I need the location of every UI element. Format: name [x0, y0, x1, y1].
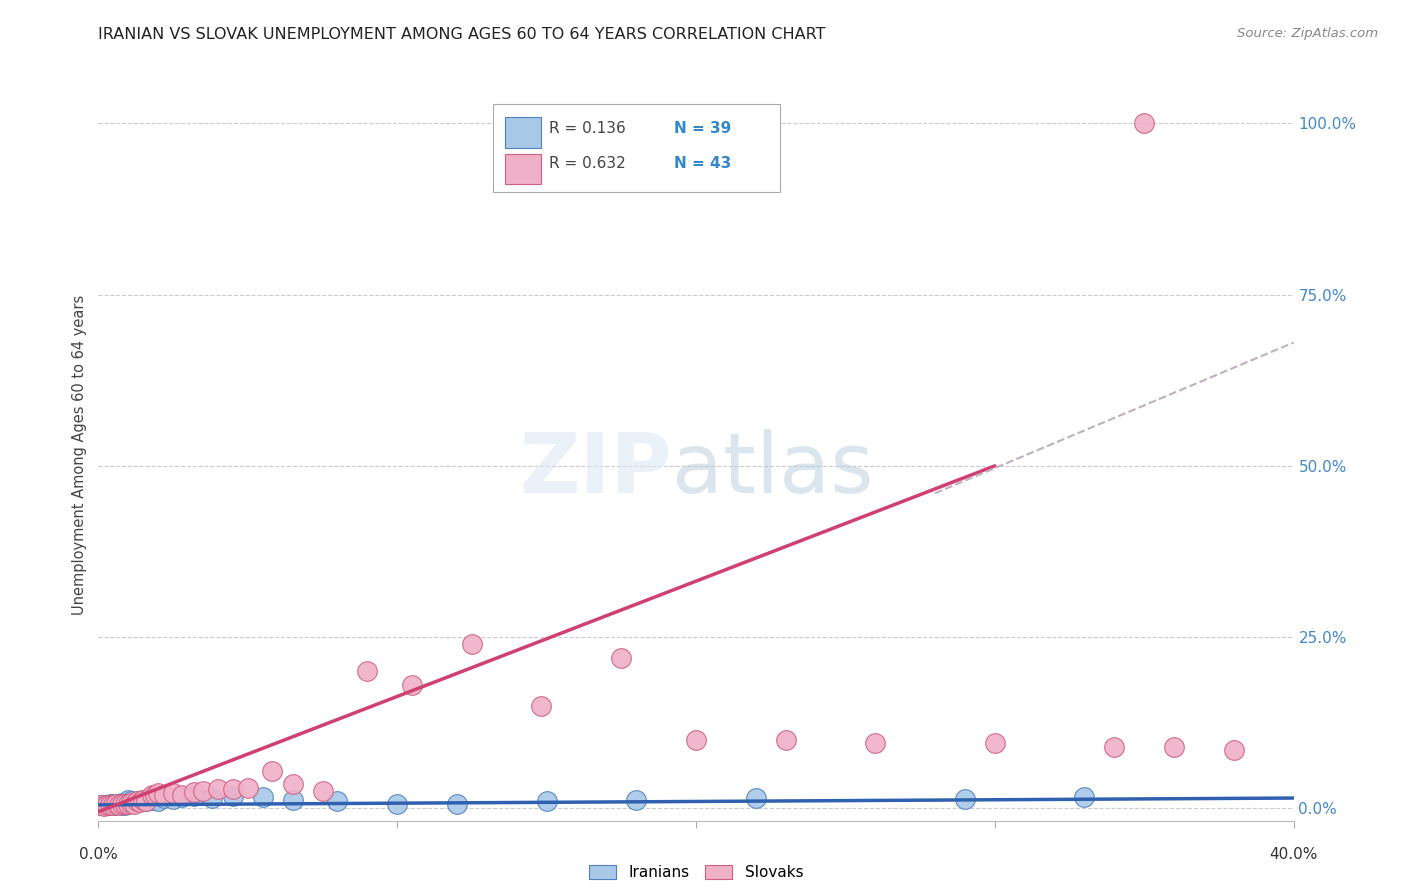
Text: 40.0%: 40.0% — [1270, 847, 1317, 862]
Point — [132, 793, 155, 807]
Point — [135, 795, 157, 809]
Point — [281, 793, 304, 807]
Point — [143, 788, 166, 802]
Text: R = 0.632: R = 0.632 — [548, 156, 626, 171]
Text: 0.0%: 0.0% — [79, 847, 118, 862]
Point — [141, 789, 163, 803]
Text: Source: ZipAtlas.com: Source: ZipAtlas.com — [1237, 27, 1378, 40]
Point — [117, 793, 139, 807]
Point — [138, 793, 160, 807]
Point — [96, 797, 118, 812]
Point — [222, 782, 245, 797]
Point — [143, 791, 166, 805]
Point — [93, 797, 115, 812]
Point — [236, 780, 259, 795]
Point — [385, 797, 409, 812]
Text: R = 0.136: R = 0.136 — [548, 120, 626, 136]
Y-axis label: Unemployment Among Ages 60 to 64 years: Unemployment Among Ages 60 to 64 years — [72, 294, 87, 615]
Point — [114, 797, 136, 812]
Point — [1104, 739, 1126, 754]
Point — [529, 698, 551, 713]
Point — [129, 794, 152, 808]
Point — [222, 789, 245, 803]
Point — [183, 785, 205, 799]
Point — [103, 797, 125, 812]
Point — [148, 786, 170, 800]
Point — [162, 792, 184, 806]
Point — [626, 793, 648, 807]
Text: N = 39: N = 39 — [675, 120, 731, 136]
Point — [461, 637, 484, 651]
Point — [111, 797, 134, 812]
Point — [1223, 743, 1246, 757]
Point — [153, 791, 176, 805]
Point — [183, 789, 205, 803]
Point — [108, 797, 131, 811]
Point — [117, 797, 139, 811]
Point — [127, 795, 149, 809]
Point — [1163, 739, 1185, 754]
Point — [191, 784, 214, 798]
Text: IRANIAN VS SLOVAK UNEMPLOYMENT AMONG AGES 60 TO 64 YEARS CORRELATION CHART: IRANIAN VS SLOVAK UNEMPLOYMENT AMONG AGE… — [98, 27, 825, 42]
Point — [685, 732, 707, 747]
FancyBboxPatch shape — [494, 103, 780, 192]
Point — [1133, 116, 1156, 130]
Point — [124, 797, 146, 811]
Point — [90, 797, 112, 812]
Point — [105, 797, 128, 812]
Point — [775, 732, 797, 747]
Point — [865, 736, 887, 750]
Point — [132, 793, 155, 807]
Point — [120, 796, 142, 810]
Point — [96, 797, 118, 812]
Point — [326, 795, 349, 809]
Text: ZIP: ZIP — [520, 429, 672, 510]
Point — [111, 797, 134, 812]
Point — [100, 797, 122, 812]
Point — [108, 797, 131, 812]
FancyBboxPatch shape — [505, 117, 540, 148]
Point — [117, 796, 139, 810]
Point — [100, 797, 122, 812]
Point — [141, 793, 163, 807]
Point — [153, 788, 176, 802]
Point — [745, 791, 768, 805]
Point — [172, 788, 194, 802]
Point — [111, 796, 134, 810]
Point — [127, 795, 149, 809]
Point — [103, 797, 125, 812]
Point — [260, 764, 283, 778]
Point — [148, 795, 170, 809]
Point — [90, 797, 112, 812]
Point — [207, 782, 229, 797]
Point — [129, 795, 152, 809]
Point — [446, 797, 468, 811]
Point — [610, 650, 633, 665]
Point — [93, 798, 115, 813]
Point — [252, 790, 274, 805]
Point — [281, 777, 304, 791]
Point — [124, 796, 146, 810]
Point — [401, 678, 423, 692]
Point — [953, 792, 976, 806]
Point — [201, 791, 224, 805]
Point — [311, 784, 333, 798]
Point — [120, 795, 142, 809]
Point — [135, 795, 157, 809]
Point — [356, 665, 378, 679]
FancyBboxPatch shape — [505, 153, 540, 185]
Point — [114, 797, 136, 812]
Point — [162, 786, 184, 800]
Point — [105, 797, 128, 812]
Point — [984, 736, 1007, 750]
Point — [172, 790, 194, 805]
Text: atlas: atlas — [672, 429, 873, 510]
Point — [103, 797, 125, 812]
Point — [536, 795, 558, 809]
Text: N = 43: N = 43 — [675, 156, 731, 171]
Legend: Iranians, Slovaks: Iranians, Slovaks — [582, 859, 810, 886]
Point — [1073, 790, 1095, 805]
